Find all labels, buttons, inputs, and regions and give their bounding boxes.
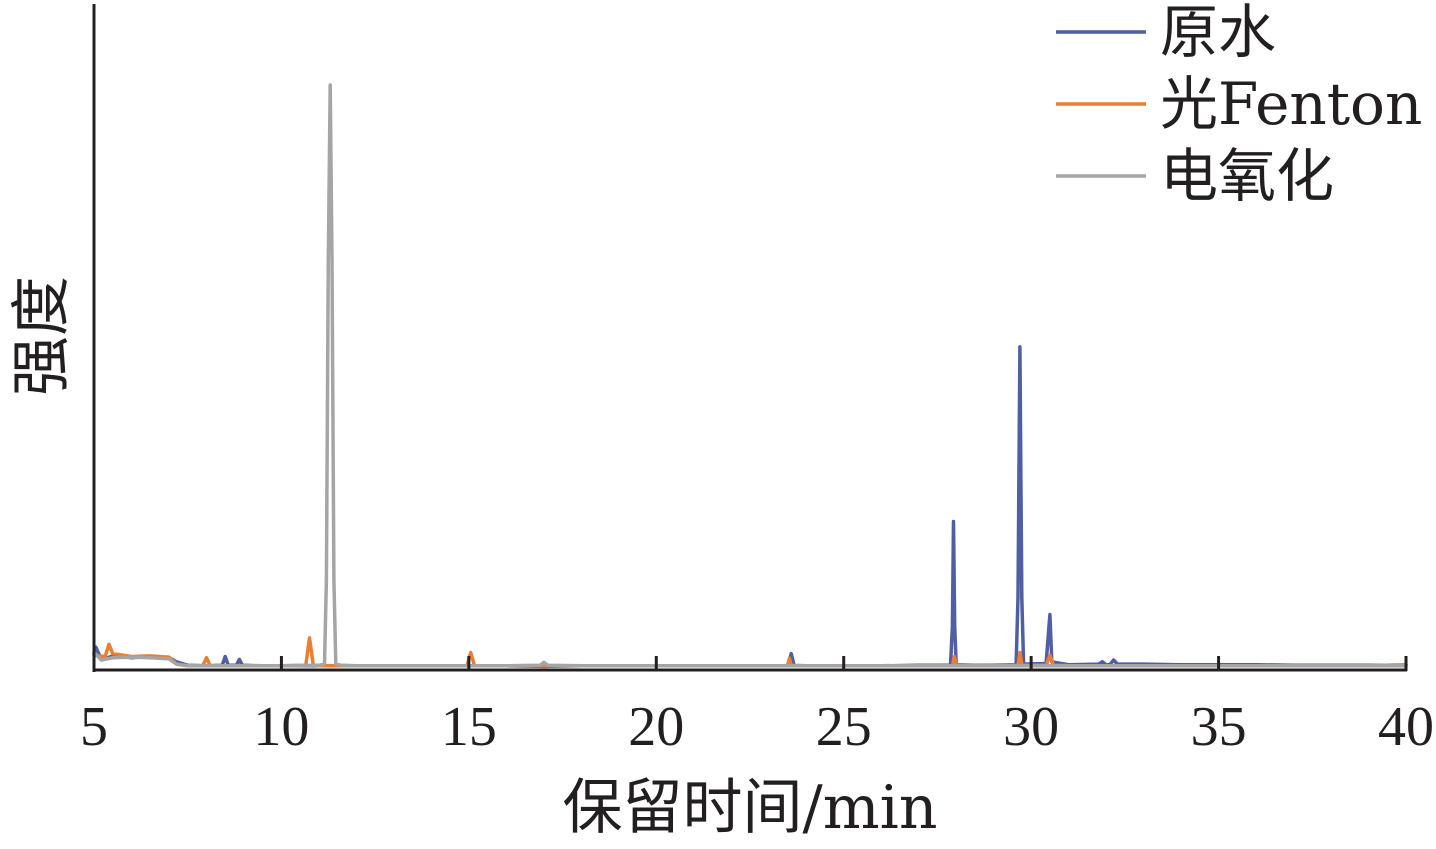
legend-label-0: 原水: [1160, 0, 1276, 66]
x-tick-label: 15: [441, 696, 497, 758]
y-axis-label: 强度: [7, 276, 77, 396]
x-tick-label: 5: [80, 696, 108, 758]
x-tick-label: 30: [1003, 696, 1059, 758]
legend-label-1: 光Fenton: [1160, 70, 1422, 138]
x-axis-label: 保留时间/min: [563, 773, 938, 843]
series-line-1: [92, 636, 1408, 668]
x-tick-label: 20: [628, 696, 684, 758]
x-tick-label: 10: [253, 696, 309, 758]
legend-label-2: 电氧化: [1160, 142, 1334, 210]
x-tick-layer: 5 10 15 20 25 30 35 40: [80, 656, 1434, 758]
x-tick-label: 35: [1191, 696, 1247, 758]
series-line-0: [92, 345, 1408, 669]
series-line-2: [92, 83, 1408, 668]
x-tick-label: 25: [816, 696, 872, 758]
series-layer: [92, 83, 1408, 669]
x-tick-label: 40: [1378, 696, 1434, 758]
